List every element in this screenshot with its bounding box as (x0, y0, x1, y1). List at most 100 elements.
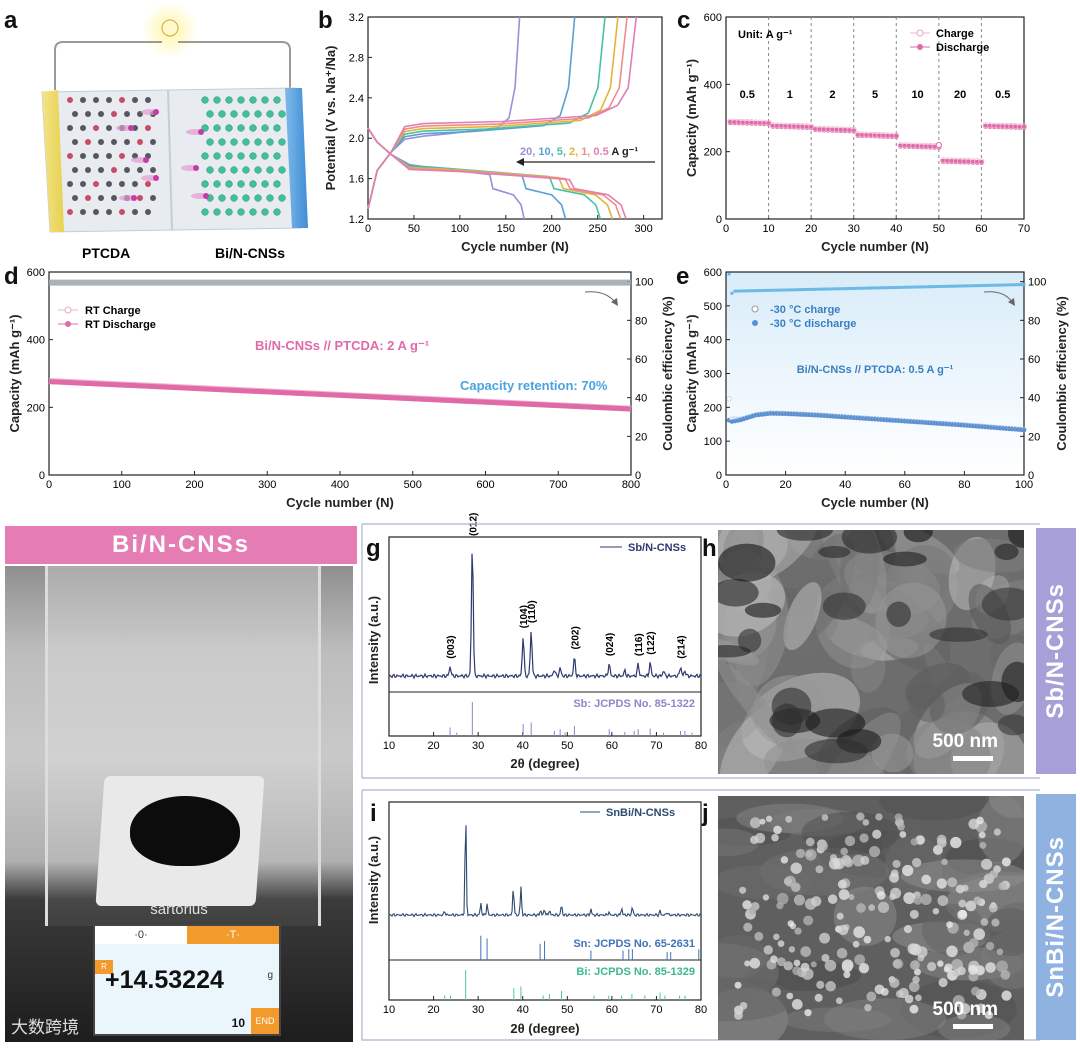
legend-discharge-marker (917, 44, 923, 50)
sem-particle (910, 960, 920, 971)
unit-note: Unit: A g⁻¹ (738, 29, 793, 41)
bi-atom (237, 180, 245, 188)
sem-particle (770, 955, 778, 964)
sem-particle (858, 963, 870, 974)
bi-atom (237, 208, 245, 216)
y-tick-label: 200 (704, 147, 722, 159)
y-axis-label: Intensity (a.u.) (366, 596, 381, 684)
ptcda-atom (67, 153, 73, 159)
rate-step-label: 20 (954, 89, 966, 101)
rate-value-5: 5, (557, 146, 569, 158)
retention-label: Capacity retention: 70% (460, 378, 608, 393)
ce-point (775, 288, 779, 292)
charge-curve-0.5 (367, 16, 638, 210)
charge-point (978, 158, 985, 165)
ptcda-atom (72, 195, 78, 201)
sem-particle (844, 835, 856, 847)
sem-shadow (804, 738, 868, 764)
x-tick-label: 80 (695, 740, 707, 752)
mass-reading: +14.53224 (105, 966, 224, 994)
ce-point (751, 289, 755, 293)
sem-particle (827, 894, 838, 905)
ce-point (906, 285, 910, 289)
ce-point (831, 287, 835, 291)
sem-particle (899, 831, 907, 838)
x-axis-label: Cycle number (N) (461, 239, 569, 254)
condition-label: Bi/N-CNSs // PTCDA: 2 A g⁻¹ (255, 338, 429, 353)
ptcda-atom (85, 167, 91, 173)
ptcda-atom (98, 139, 104, 145)
ce-point (855, 286, 859, 290)
sodium-ion-core (128, 125, 134, 131)
hkl-label: (202) (570, 626, 581, 649)
tare-tab: ·T· (187, 926, 279, 944)
ptcda-atom (119, 209, 125, 215)
sem-particle (739, 886, 747, 894)
sem-particle (902, 864, 914, 877)
chart-d-cycling-rt: 0 100 200 300 400 500 600 700 800020040060002040… (7, 267, 675, 510)
ptcda-label: PTCDA (82, 245, 130, 261)
side-label-snbi: SnBi/N-CNSs (1036, 794, 1076, 1040)
sem-particle (744, 960, 751, 967)
ce-point (748, 289, 752, 293)
sem-particle (843, 857, 854, 868)
sem-texture-h (718, 530, 1024, 774)
sem-particle (786, 992, 794, 1000)
xrd-pattern (388, 825, 702, 918)
bi-atom (266, 166, 274, 174)
x-tick-label: 70 (650, 1004, 662, 1016)
x-axis-label: Cycle number (N) (286, 495, 394, 510)
bi-atom (230, 110, 238, 118)
x-tick-label: 100 (451, 223, 469, 235)
ptcda-atom (80, 209, 86, 215)
ptcda-atom (119, 97, 125, 103)
sem-particle (836, 947, 848, 959)
bi-atom (201, 152, 209, 160)
sem-particle (791, 999, 803, 1010)
bi-atom (225, 96, 233, 104)
ptcda-atom (145, 97, 151, 103)
y-tick-label: 0 (716, 470, 722, 482)
ce-point (772, 288, 776, 292)
bi-atom (218, 110, 226, 118)
ptcda-atom (80, 125, 86, 131)
sem-particle (993, 828, 1001, 836)
ptcda-atom (119, 153, 125, 159)
flag-icon: R (95, 960, 113, 974)
sem-particle (947, 877, 958, 888)
hkl-label: (110) (527, 600, 538, 623)
sem-particle (955, 884, 965, 894)
sem-particle (840, 847, 848, 856)
sem-particle (944, 963, 953, 973)
ce-point (799, 288, 802, 292)
display-number: 10 (231, 1016, 245, 1030)
y-tick-label: 3.2 (349, 12, 364, 24)
xrd-pattern (388, 553, 702, 680)
ce-point (733, 289, 737, 293)
sem-shadow (1007, 530, 1024, 548)
sem-particle (856, 903, 866, 913)
chart-c-rate-performance: 0 10 20 30 40 50 60 70 0 200 400 600 Cycle number (N… (684, 12, 1030, 254)
legend-charge-marker (64, 306, 72, 314)
ce-point (876, 286, 880, 290)
sem-particle (909, 1004, 919, 1014)
ce-arrow-head (611, 298, 618, 306)
sem-particle (773, 825, 782, 835)
plot-frame (388, 536, 702, 737)
hkl-label: (003) (446, 635, 457, 658)
bi-atom (201, 180, 209, 188)
sem-particle (907, 943, 919, 955)
y2-tick-label: 60 (1028, 354, 1040, 366)
sem-flake (871, 733, 914, 773)
sem-particle (868, 845, 881, 858)
sem-particle (996, 960, 1008, 973)
ptcda-atom (132, 97, 138, 103)
y2-tick-label: 60 (635, 354, 647, 366)
sem-particle (776, 957, 786, 967)
sem-shadow (883, 551, 927, 567)
x-tick-label: 60 (606, 740, 618, 752)
chart-g-xrd-sb: 10 20 30 40 50 60 70 80 2θ (degree) Intensity (a.… (366, 513, 707, 771)
ptcda-atom (93, 181, 99, 187)
sem-particle (876, 890, 886, 900)
x-tick-label: 250 (589, 223, 607, 235)
